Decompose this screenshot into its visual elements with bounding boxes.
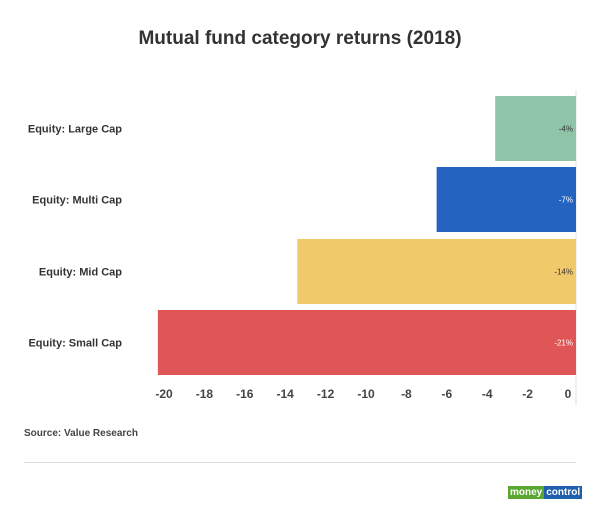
data-label: -14% <box>554 268 573 277</box>
bar <box>495 96 576 161</box>
x-tick-label: -8 <box>401 387 412 401</box>
x-tick-label: -18 <box>196 387 214 401</box>
x-tick-label: 0 <box>565 387 572 401</box>
data-label: -7% <box>559 196 573 205</box>
bar-chart: -4% Equity: Large Cap -7% Equity: Multi Cap… <box>28 90 577 405</box>
source-note: Source: Value Research <box>24 428 138 439</box>
x-tick-label: -12 <box>317 387 335 401</box>
x-tick-label: -4 <box>482 387 493 401</box>
moneycontrol-logo: money control <box>508 486 583 499</box>
logo-part-money: money <box>508 486 545 499</box>
bar <box>436 167 576 232</box>
chart-title: Mutual fund category returns (2018) <box>138 28 462 49</box>
x-tick-label: -16 <box>236 387 254 401</box>
x-tick-label: -6 <box>441 387 452 401</box>
category-label: Equity: Small Cap <box>28 338 122 350</box>
data-label: -21% <box>554 339 573 348</box>
data-label: -4% <box>559 125 573 134</box>
logo-part-control: control <box>544 486 583 499</box>
divider <box>24 462 576 463</box>
x-tick-label: -10 <box>357 387 375 401</box>
category-label: Equity: Mid Cap <box>39 267 122 279</box>
category-label: Equity: Multi Cap <box>32 195 122 207</box>
x-tick-label: -2 <box>522 387 533 401</box>
bar <box>297 239 576 304</box>
bar <box>157 310 577 375</box>
x-tick-label: -14 <box>277 387 295 401</box>
category-label: Equity: Large Cap <box>28 124 122 136</box>
x-tick-label: -20 <box>155 387 173 401</box>
